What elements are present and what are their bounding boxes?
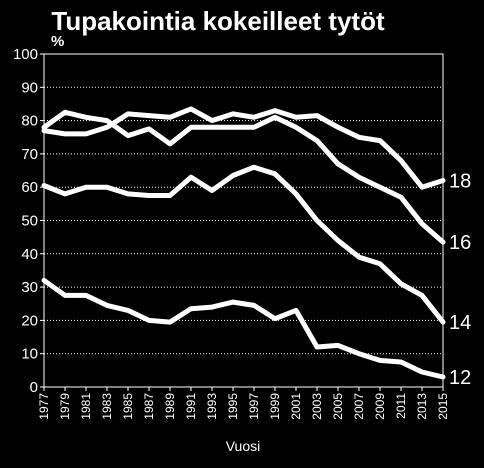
- series-label-12: 12: [449, 367, 471, 389]
- series-line-16: [41, 109, 446, 245]
- x-axis-ticks: 1977 1979 1981 1983 1985 1987 1989 1991 1993 1995…: [37, 387, 450, 420]
- y-tick-label: 10: [21, 346, 38, 363]
- x-tick-label: 2009: [373, 393, 387, 420]
- x-tick-label: 1987: [142, 393, 156, 420]
- y-tick-label: 30: [21, 279, 38, 296]
- y-tick-label: 90: [21, 79, 38, 96]
- x-tick-label: 2011: [394, 393, 408, 419]
- y-tick-label: 70: [21, 146, 38, 163]
- x-tick-label: 2001: [289, 393, 303, 420]
- x-tick-label: 2015: [436, 393, 450, 420]
- x-tick-label: 1999: [268, 393, 282, 420]
- x-tick-label: 2005: [331, 393, 345, 420]
- x-tick-label: 1985: [121, 393, 135, 420]
- y-tick-label: 80: [21, 113, 38, 130]
- series-label-14: 14: [449, 312, 471, 334]
- x-tick-label: 1991: [184, 393, 198, 420]
- y-tick-label: 60: [21, 179, 38, 196]
- y-tick-label: 0: [30, 379, 38, 396]
- series-line-14: [41, 164, 446, 325]
- x-axis-label: Vuosi: [226, 438, 261, 454]
- series-labels: 18 16 14 12: [449, 171, 471, 389]
- series-lines: [41, 106, 446, 380]
- x-tick-label: 2003: [310, 393, 324, 420]
- x-tick-label: 2007: [352, 393, 366, 420]
- y-unit-label: %: [51, 33, 64, 50]
- y-tick-label: 20: [21, 312, 38, 329]
- chart-title: Tupakointia kokeilleet tytöt: [51, 6, 385, 36]
- series-label-16: 16: [449, 232, 471, 254]
- y-axis-ticks: 0 10 20 30 40 50 60 70 80 90 100: [13, 46, 44, 396]
- x-tick-label: 1977: [37, 393, 51, 420]
- x-tick-label: 1989: [163, 393, 177, 420]
- y-tick-label: 50: [21, 213, 38, 230]
- y-tick-label: 100: [13, 46, 38, 63]
- x-tick-label: 1981: [79, 393, 93, 420]
- x-tick-label: 1997: [247, 393, 261, 420]
- x-tick-label: 1995: [226, 393, 240, 420]
- x-tick-label: 1983: [100, 393, 114, 420]
- y-tick-label: 40: [21, 246, 38, 263]
- x-tick-label: 1979: [58, 393, 72, 420]
- series-line-12: [41, 277, 446, 380]
- x-tick-label: 2013: [415, 393, 429, 420]
- series-label-18: 18: [449, 171, 471, 193]
- x-tick-label: 1993: [205, 393, 219, 420]
